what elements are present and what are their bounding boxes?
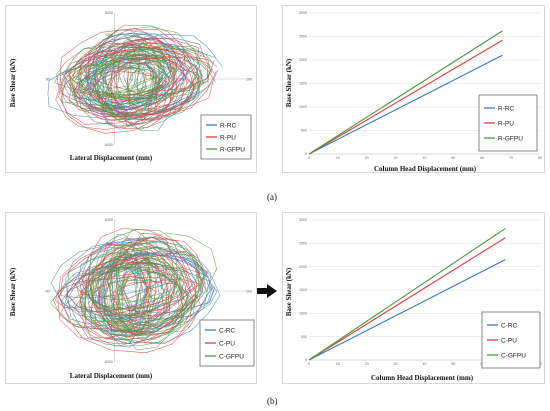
x-tick-label: 20: [365, 362, 369, 366]
series-line-R-GFPU: [308, 30, 503, 155]
series-loops-R-GFPU: [54, 26, 214, 130]
x-tick-label: 60: [480, 156, 484, 160]
series-line-C-RC: [308, 259, 506, 361]
x-tick-label: 100: [246, 289, 252, 293]
legend-label-0: R-RC: [498, 106, 515, 113]
series-loops-C-GFPU: [50, 229, 218, 351]
legend-label-0: C-RC: [219, 328, 236, 335]
y-tick-label: 3000: [299, 218, 307, 222]
y-tick-label: -6000: [104, 360, 113, 364]
y-tick-label: 4000: [105, 33, 113, 37]
x-axis-title: Lateral Displacement (mm): [70, 154, 153, 162]
x-tick-label: 40: [423, 156, 427, 160]
legend-label-0: C-RC: [501, 323, 518, 330]
x-tick-label: -50: [44, 289, 49, 293]
right-arrow-icon: [257, 284, 277, 298]
y-tick-label: 6000: [105, 218, 113, 222]
y-tick-label: 1000: [299, 312, 307, 316]
y-tick-label: 2000: [299, 58, 307, 62]
series-loops-R-PU: [55, 24, 218, 134]
legend-label-1: R-PU: [220, 135, 236, 142]
x-tick-label: 0: [308, 362, 310, 366]
chart-b-left: 6000 4000 2000 -2000 -4000 -6000 -50 50 100 Late…: [5, 212, 257, 384]
series-line-R-RC: [308, 54, 503, 155]
caption-a: (a): [267, 192, 277, 202]
legend-label-1: R-PU: [498, 121, 514, 128]
legend-label-1: C-PU: [219, 341, 235, 348]
y-axis-title: Base Shear (kN): [285, 267, 293, 316]
caption-b: (b): [267, 396, 278, 406]
y-tick-label: 1500: [299, 288, 307, 292]
chart-a-right-svg: 0 500 1000 1500 2000 2500 3000 0 10 20 30 40 50 60 70 8…: [282, 5, 545, 173]
series-line-R-PU: [308, 39, 503, 155]
series-line-C-GFPU: [308, 227, 506, 361]
y-tick-label: 1500: [299, 82, 307, 86]
y-tick-label: 2000: [299, 265, 307, 269]
y-tick-label: 2000: [105, 55, 113, 59]
series-line-C-PU: [308, 237, 506, 361]
x-tick-label: 10: [336, 156, 340, 160]
y-tick-label: 1000: [299, 105, 307, 109]
y-axis-title: Base Shear (kN): [9, 58, 17, 107]
x-tick-label: 50: [451, 362, 455, 366]
y-tick-label: 2500: [299, 242, 307, 246]
y-tick-label: 0: [305, 358, 307, 362]
x-tick-label: 80: [538, 156, 542, 160]
legend-label-0: R-RC: [220, 123, 237, 130]
chart-a-left: 6000 4000 2000 -2000 -4000 -6000 -50 50 100 Late…: [5, 5, 257, 173]
x-axis-title: Column Head Displacement (mm): [371, 374, 474, 382]
arrow-shape: [257, 284, 277, 298]
y-tick-label: 0: [305, 152, 307, 156]
x-tick-label: 20: [365, 156, 369, 160]
legend: R-RC R-PU R-GFPU: [478, 94, 538, 152]
y-tick-label: -2000: [104, 313, 113, 317]
x-tick-label: 0: [308, 156, 310, 160]
x-tick-label: 50: [451, 156, 455, 160]
legend-label-2: R-GFPU: [220, 147, 245, 154]
y-tick-label: 500: [301, 335, 307, 339]
legend-box: [481, 311, 541, 369]
x-tick-label: 40: [423, 362, 427, 366]
y-tick-label: 500: [301, 129, 307, 133]
y-tick-label: 2500: [299, 35, 307, 39]
legend-label-1: C-PU: [501, 338, 517, 345]
y-tick-label: -6000: [104, 143, 113, 147]
y-axis-title: Base Shear (kN): [285, 58, 293, 107]
legend: C-RC C-PU C-GFPU: [199, 319, 255, 367]
y-tick-label: 3000: [299, 11, 307, 15]
x-axis-title: Lateral Displacement (mm): [70, 372, 153, 380]
y-axis-title: Base Shear (kN): [9, 267, 17, 316]
chart-a-right: 0 500 1000 1500 2000 2500 3000 0 10 20 30 40 50 60 70 8…: [282, 5, 545, 173]
legend: C-RC C-PU C-GFPU: [481, 311, 541, 369]
x-tick-label: 30: [394, 156, 398, 160]
x-tick-label: -50: [44, 77, 49, 81]
x-tick-label: 70: [509, 156, 513, 160]
legend-label-2: C-GFPU: [501, 353, 526, 360]
chart-b-right-svg: 0500100015002000250030000102030405060708…: [282, 212, 545, 384]
legend-label-2: R-GFPU: [498, 136, 523, 143]
chart-b-right: 0500100015002000250030000102030405060708…: [282, 212, 545, 384]
legend: R-RC R-PU R-GFPU: [200, 114, 252, 160]
legend-label-2: C-GFPU: [219, 354, 244, 361]
y-tick-label: 6000: [105, 11, 113, 15]
x-tick-label: 30: [394, 362, 398, 366]
x-axis-title: Column Head Displacement (mm): [374, 165, 477, 173]
x-tick-label: 10: [336, 362, 340, 366]
x-tick-label: 50: [180, 77, 184, 81]
x-tick-label: 100: [246, 77, 252, 81]
